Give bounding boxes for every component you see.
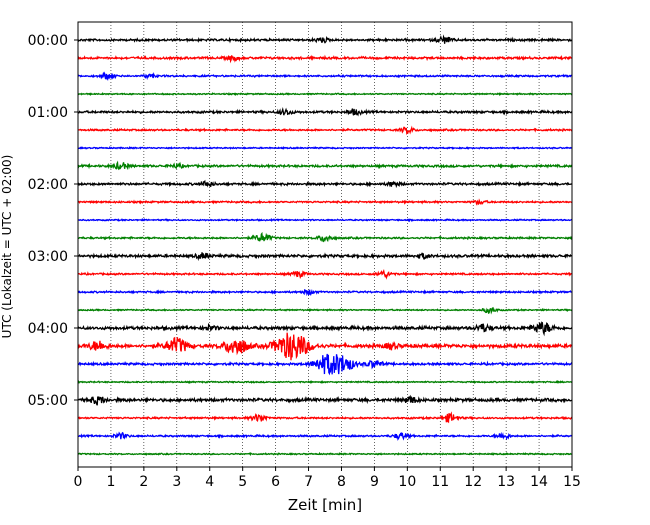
y-tick-label-4: 04:00 <box>28 321 68 337</box>
trace-0515 <box>77 411 573 424</box>
x-tick-label-15: 15 <box>563 474 581 490</box>
x-tick-label-7: 7 <box>304 474 313 490</box>
trace-0300 <box>77 252 573 262</box>
x-tick-label-14: 14 <box>530 474 548 490</box>
x-tick-label-4: 4 <box>205 474 214 490</box>
trace-0000 <box>77 34 573 44</box>
trace-layer <box>77 34 573 457</box>
x-tick-label-5: 5 <box>238 474 247 490</box>
x-tick-label-6: 6 <box>271 474 280 490</box>
trace-0445 <box>77 379 573 385</box>
x-axis-label: Zeit [min] <box>288 496 362 514</box>
grid-layer <box>110 22 540 467</box>
y-tick-label-3: 03:00 <box>28 249 68 265</box>
trace-0200 <box>77 179 573 189</box>
trace-0130 <box>77 145 573 150</box>
trace-0100 <box>77 106 573 117</box>
trace-0500 <box>77 394 573 406</box>
trace-0345 <box>77 306 573 315</box>
trace-0045 <box>77 91 573 97</box>
x-tick-label-12: 12 <box>464 474 482 490</box>
plot-frame <box>77 21 573 468</box>
y-tick-label-2: 02:00 <box>28 177 68 193</box>
trace-0115 <box>77 125 573 136</box>
x-tick-label-2: 2 <box>139 474 148 490</box>
x-tick-label-13: 13 <box>497 474 515 490</box>
x-tick-label-1: 1 <box>106 474 115 490</box>
trace-0545 <box>77 451 573 457</box>
trace-0530 <box>77 431 573 441</box>
trace-0215 <box>77 198 573 206</box>
trace-0030 <box>77 71 573 81</box>
trace-0430 <box>77 353 573 376</box>
y-tick-label-5: 05:00 <box>28 393 68 409</box>
x-tick-label-3: 3 <box>172 474 181 490</box>
x-tick-label-10: 10 <box>398 474 416 490</box>
tick-layer: 0 1 2 3 4 5 6 7 8 9 10 11 12 13 14 1500:0001:0002:0003:… <box>28 33 581 490</box>
trace-0315 <box>77 268 573 280</box>
trace-0245 <box>77 231 573 243</box>
y-tick-label-0: 00:00 <box>28 33 68 49</box>
trace-0145 <box>77 160 573 171</box>
x-tick-label-9: 9 <box>370 474 379 490</box>
trace-0330 <box>77 288 573 297</box>
trace-0400 <box>77 321 573 337</box>
x-tick-label-11: 11 <box>431 474 449 490</box>
y-tick-label-1: 01:00 <box>28 105 68 121</box>
trace-0230 <box>77 217 573 223</box>
trace-0415 <box>77 332 573 361</box>
y-axis-label: UTC (Lokalzeit = UTC + 02:00) <box>0 155 14 339</box>
trace-0015 <box>77 54 573 64</box>
x-tick-label-0: 0 <box>74 474 83 490</box>
x-tick-label-8: 8 <box>337 474 346 490</box>
